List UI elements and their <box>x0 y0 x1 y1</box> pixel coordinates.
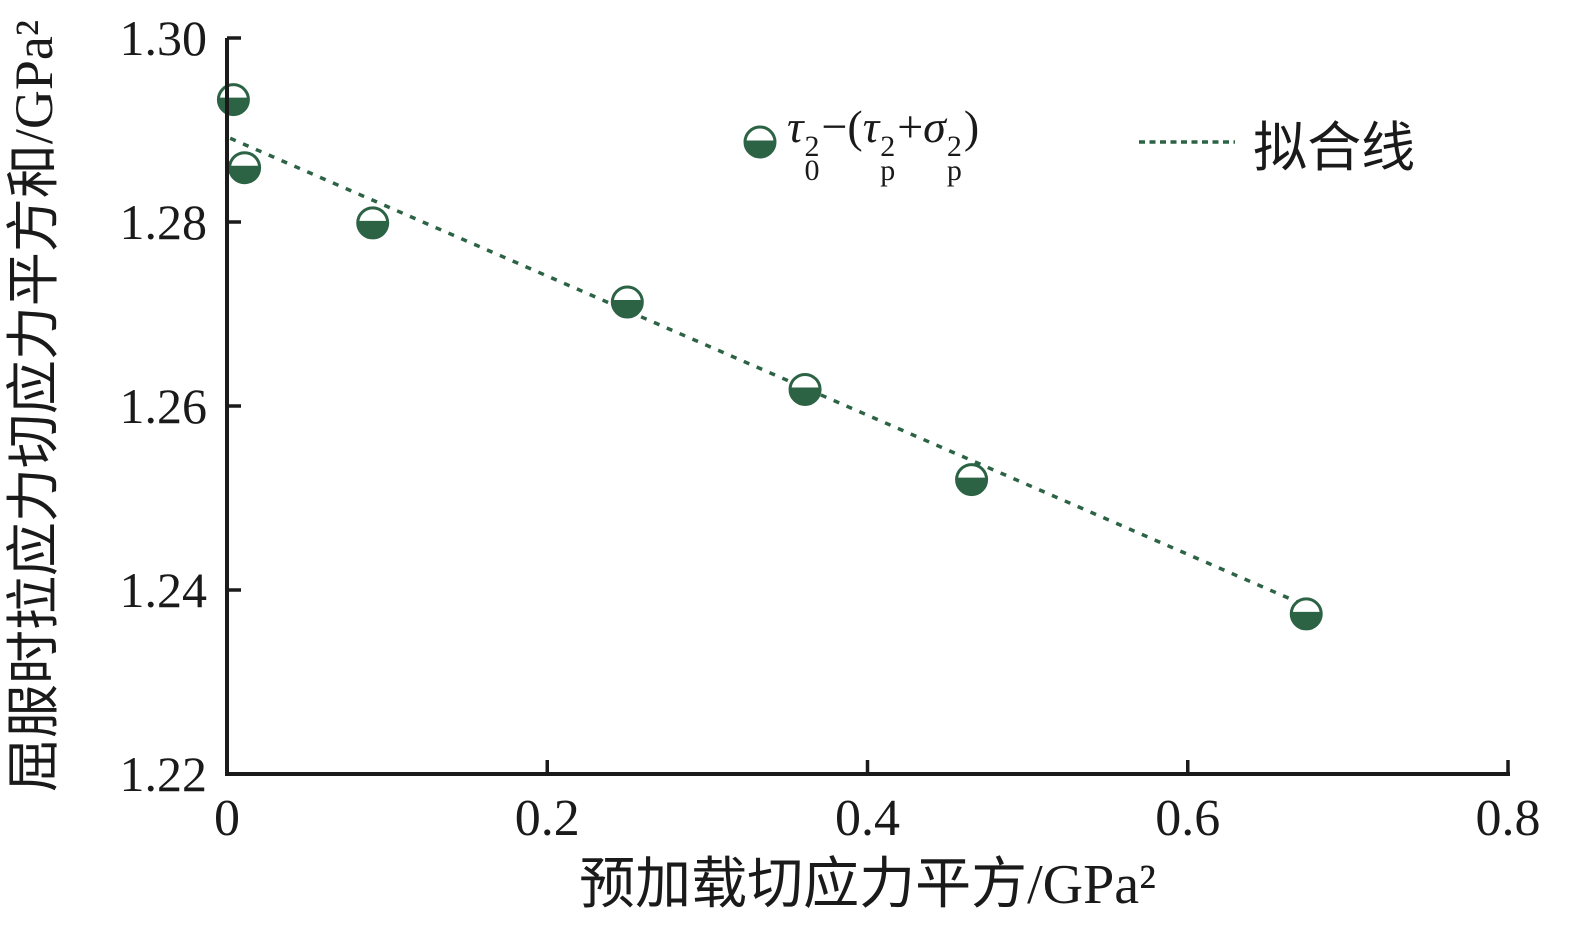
legend: τ 2 0 −(τ 2 p +σ 2 p) 拟合线 <box>742 101 1415 186</box>
y-axis-title: 屈服时拉应力切应力平方和/GPa² <box>4 20 64 792</box>
data-point-fill <box>357 220 388 238</box>
x-tick-label: 0.8 <box>1476 790 1541 847</box>
y-tick-label: 1.24 <box>120 562 208 618</box>
y-tick-label: 1.22 <box>120 746 208 802</box>
y-tick-label: 1.30 <box>120 10 208 66</box>
x-tick-label: 0.2 <box>515 790 580 847</box>
fit-line <box>229 136 1322 614</box>
x-tick-label: 0.6 <box>1155 790 1220 847</box>
x-tick-label: 0.4 <box>835 790 900 847</box>
y-tick-label: 1.26 <box>120 378 208 434</box>
y-tick-label: 1.28 <box>120 194 208 250</box>
legend-fit-label: 拟合线 <box>1253 117 1416 178</box>
legend-scatter-marker-icon <box>742 124 778 160</box>
x-axis-title: 预加载切应力平方/GPa² <box>579 854 1156 916</box>
x-tick-label: 0 <box>214 790 240 847</box>
legend-series-label: τ 2 0 −(τ 2 p +σ 2 p) <box>787 101 980 188</box>
legend-fitline-sample-icon <box>1137 137 1237 147</box>
data-point-fill <box>229 165 260 183</box>
data-point-fill <box>956 477 987 495</box>
data-point-fill <box>612 300 643 318</box>
data-point-fill <box>790 387 821 405</box>
data-point-fill <box>1291 611 1322 629</box>
